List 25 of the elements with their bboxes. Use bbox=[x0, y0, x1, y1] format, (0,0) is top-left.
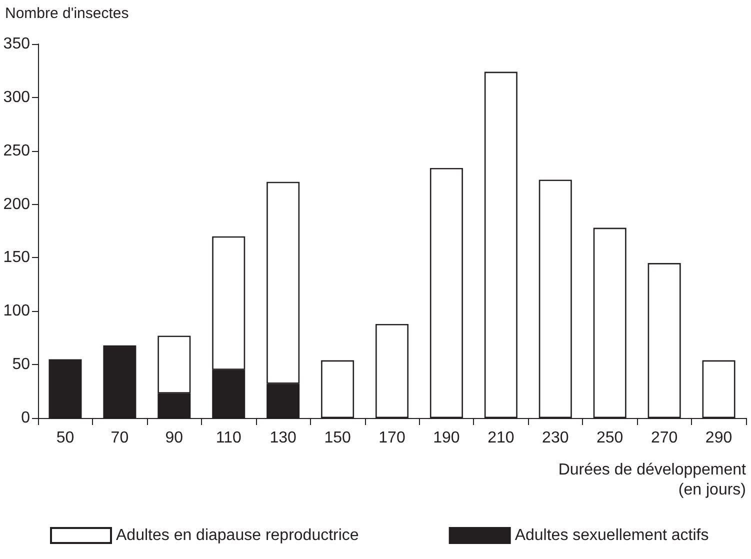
y-tick-label: 250 bbox=[3, 142, 30, 160]
x-tick-label: 70 bbox=[110, 430, 129, 446]
y-tick-label: 150 bbox=[3, 249, 30, 266]
y-tick-label: 200 bbox=[3, 196, 30, 213]
y-tick-label: 50 bbox=[12, 356, 30, 374]
x-tick-label: 130 bbox=[270, 430, 297, 446]
y-tick-label: 100 bbox=[3, 302, 30, 320]
x-tick-label: 190 bbox=[433, 430, 460, 446]
y-tick-label: 300 bbox=[3, 88, 30, 106]
legend-label: Adultes sexuellement actifs bbox=[514, 527, 709, 544]
legend-label: Adultes en diapause reproductrice bbox=[116, 527, 359, 544]
x-tick-label: 90 bbox=[165, 430, 184, 446]
x-tick-label: 150 bbox=[324, 430, 351, 446]
y-axis-title: Nombre d'insectes bbox=[5, 5, 129, 22]
y-tick-label: 350 bbox=[3, 36, 30, 52]
x-axis-title: Durées de développement (en jours) bbox=[558, 462, 747, 498]
x-tick-label: 170 bbox=[378, 430, 406, 446]
x-tick-label: 230 bbox=[542, 430, 569, 446]
x-tick-label: 290 bbox=[705, 430, 732, 446]
y-tick-label: 0 bbox=[21, 410, 30, 426]
x-tick-label: 210 bbox=[488, 430, 514, 446]
x-tick-label: 50 bbox=[56, 430, 74, 446]
x-tick-label: 270 bbox=[650, 430, 678, 446]
x-tick-label: 110 bbox=[216, 430, 242, 446]
x-tick-label: 250 bbox=[596, 430, 624, 446]
